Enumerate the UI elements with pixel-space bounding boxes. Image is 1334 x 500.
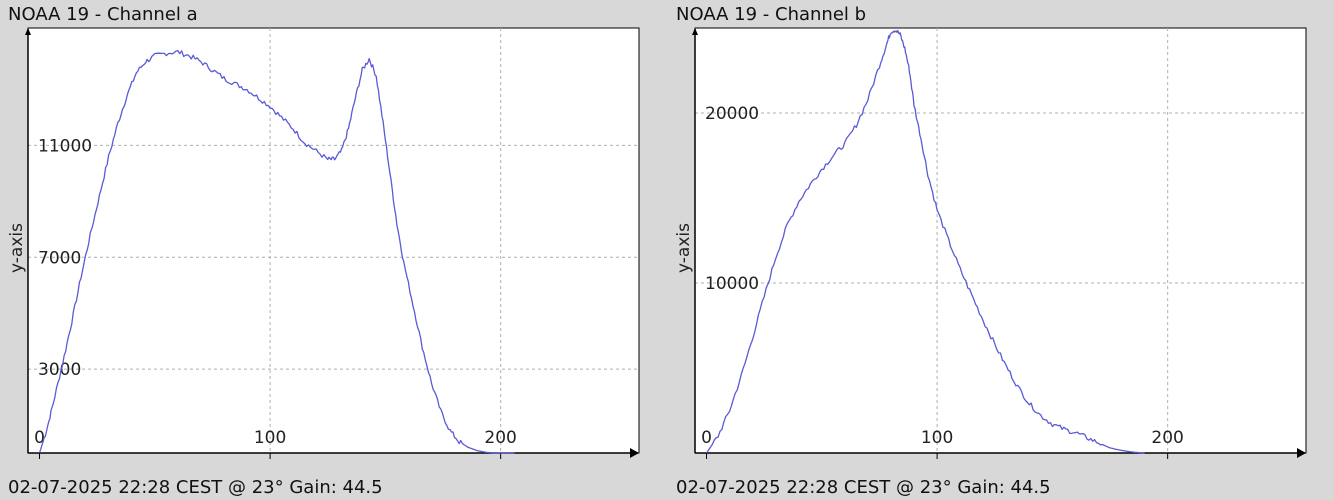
y-axis-label: y-axis bbox=[7, 223, 27, 273]
plot-area bbox=[694, 27, 1307, 454]
x-tick-label: 200 bbox=[1151, 428, 1183, 448]
y-tick-label: 7000 bbox=[38, 248, 81, 268]
y-axis-label: y-axis bbox=[674, 223, 694, 273]
y-tick-label: 10000 bbox=[705, 274, 759, 294]
x-tick-label: 0 bbox=[701, 428, 712, 448]
tick-labels: 0 100 200 3000 7000 11000 bbox=[34, 136, 517, 448]
chart-title: NOAA 19 - Channel a bbox=[8, 4, 198, 25]
gridlines bbox=[28, 28, 639, 453]
x-tick-label: 200 bbox=[484, 428, 516, 448]
series-line bbox=[705, 29, 1145, 454]
y-tick-label: 11000 bbox=[38, 136, 92, 156]
x-axis-arrow bbox=[1297, 448, 1306, 458]
chart-footer: 02-07-2025 22:28 CEST @ 23° Gain: 44.5 bbox=[676, 477, 1051, 498]
x-tick-label: 0 bbox=[34, 428, 45, 448]
tick-labels: 0 100 200 10000 20000 bbox=[701, 104, 1184, 448]
chart-panel-channel-b: NOAA 19 - Channel b 0 100 200 10000 20000 y-… bbox=[674, 4, 1307, 498]
y-axis-arrow bbox=[25, 28, 31, 35]
chart-footer: 02-07-2025 22:28 CEST @ 23° Gain: 44.5 bbox=[8, 477, 383, 498]
gridlines bbox=[695, 28, 1306, 453]
series-lines bbox=[38, 49, 515, 454]
x-tick-label: 100 bbox=[921, 428, 953, 448]
y-tick-label: 3000 bbox=[38, 360, 81, 380]
series-lines bbox=[705, 29, 1145, 454]
x-tick-label: 100 bbox=[254, 428, 286, 448]
chart-title: NOAA 19 - Channel b bbox=[676, 4, 866, 25]
plot-area bbox=[27, 27, 640, 454]
axes bbox=[25, 28, 639, 459]
series-line bbox=[38, 49, 515, 454]
axes bbox=[692, 28, 1306, 459]
y-tick-label: 20000 bbox=[705, 104, 759, 124]
y-axis-arrow bbox=[692, 28, 698, 35]
chart-panel-channel-a: NOAA 19 - Channel a 0 100 200 3000 7000 11000… bbox=[7, 4, 640, 498]
x-axis-arrow bbox=[630, 448, 639, 458]
